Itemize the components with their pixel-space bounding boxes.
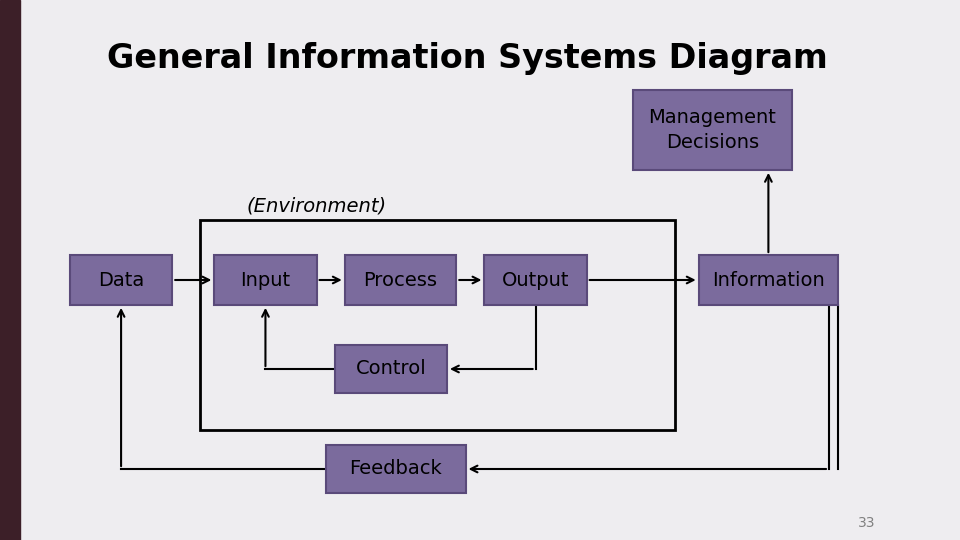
Bar [634,90,792,170]
Text: Feedback: Feedback [349,460,443,478]
Bar [326,445,466,493]
Bar [699,255,838,305]
Bar [214,255,317,305]
Text: Control: Control [356,360,426,379]
Bar [335,345,447,393]
Text: Output: Output [502,271,569,289]
Bar [70,255,172,305]
Text: (Environment): (Environment) [247,196,387,215]
Bar [345,255,456,305]
Text: Process: Process [364,271,438,289]
Text: Data: Data [98,271,144,289]
Text: Management
Decisions: Management Decisions [649,108,777,152]
Text: Information: Information [712,271,825,289]
Text: 33: 33 [858,516,876,530]
Bar [484,255,587,305]
Text: General Information Systems Diagram: General Information Systems Diagram [108,42,828,75]
Text: Input: Input [240,271,291,289]
Bar [201,220,675,430]
Bar [0,0,19,540]
